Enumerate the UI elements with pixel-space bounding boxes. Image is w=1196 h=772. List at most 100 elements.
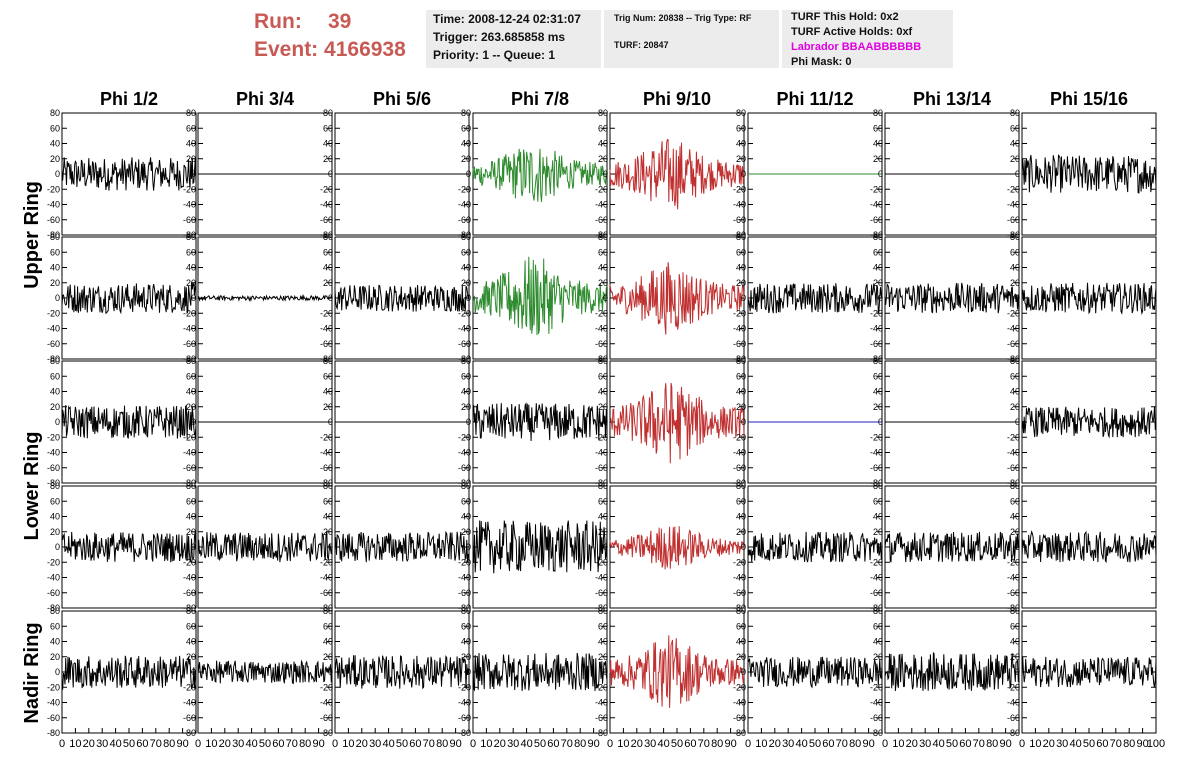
y-tick-label: -20	[595, 184, 608, 194]
y-tick-label: -20	[320, 184, 333, 194]
column-header: Phi 5/6	[373, 89, 431, 109]
turf-info-box: TURF This Hold: 0x2 TURF Active Holds: 0…	[782, 10, 953, 68]
y-tick-label: 80	[323, 108, 333, 118]
y-tick-label: -80	[870, 603, 883, 613]
y-tick-label: 0	[878, 542, 883, 552]
x-tick-label: 80	[711, 738, 723, 750]
waveform-panel: 80 60 40 20 0 -20 -40 -60 -80	[320, 232, 470, 364]
y-tick-label: -20	[870, 557, 883, 567]
priority-text: Priority: 1 -- Queue: 1	[433, 48, 556, 62]
y-tick-label: -20	[870, 184, 883, 194]
y-tick-label: -60	[320, 339, 333, 349]
y-tick-label: 40	[50, 139, 60, 149]
column-header: Phi 13/14	[913, 89, 991, 109]
waveform-panel: 80 60 40 20 0 -20 -40 -60 -80	[1007, 232, 1157, 364]
y-tick-label: 20	[323, 402, 333, 412]
waveform-panel: 80 60 40 20 0 -20 -40 -60 -80	[733, 232, 883, 364]
y-tick-label: 80	[1010, 356, 1020, 366]
y-tick-label: 20	[50, 278, 60, 288]
y-tick-label: 40	[323, 387, 333, 397]
y-tick-label: -60	[870, 215, 883, 225]
x-tick-label: 60	[547, 738, 559, 750]
y-tick-label: -20	[183, 184, 196, 194]
y-tick-label: 80	[186, 356, 196, 366]
y-tick-label: -60	[1007, 215, 1020, 225]
waveform-trace	[61, 655, 197, 691]
y-tick-label: -80	[320, 354, 333, 364]
y-tick-label: -80	[595, 728, 608, 738]
y-tick-label: 0	[191, 542, 196, 552]
x-tick-label: 0	[59, 738, 65, 750]
waveform-trace	[609, 262, 745, 335]
y-tick-label: 80	[50, 108, 60, 118]
y-tick-label: 0	[328, 293, 333, 303]
y-tick-label: -80	[733, 603, 746, 613]
y-tick-label: 60	[736, 621, 746, 631]
y-tick-label: 20	[873, 527, 883, 537]
y-tick-label: -40	[47, 698, 60, 708]
waveform-trace	[472, 520, 608, 574]
y-tick-label: 0	[1015, 293, 1020, 303]
waveform-trace	[884, 531, 1020, 563]
y-tick-label: -60	[183, 588, 196, 598]
y-tick-label: 40	[873, 139, 883, 149]
x-tick-label: 90	[999, 738, 1011, 750]
y-tick-label: 60	[598, 496, 608, 506]
y-tick-label: -20	[733, 682, 746, 692]
x-tick-label: 30	[232, 738, 244, 750]
y-tick-label: -20	[1007, 682, 1020, 692]
y-tick-label: 20	[186, 652, 196, 662]
y-tick-label: -40	[183, 573, 196, 583]
y-tick-label: 60	[323, 496, 333, 506]
y-tick-label: 20	[461, 278, 471, 288]
x-tick-label: 60	[684, 738, 696, 750]
waveform-trace	[334, 654, 470, 690]
y-tick-label: 80	[186, 606, 196, 616]
y-tick-label: 0	[878, 417, 883, 427]
x-tick-label: 0	[745, 738, 751, 750]
y-tick-label: 20	[50, 154, 60, 164]
y-tick-label: 20	[1010, 278, 1020, 288]
y-tick-label: 60	[461, 496, 471, 506]
y-tick-label: 60	[873, 247, 883, 257]
y-tick-label: 80	[186, 232, 196, 242]
waveform-trace	[747, 283, 883, 314]
y-tick-label: 60	[736, 371, 746, 381]
x-tick-label: 40	[932, 738, 944, 750]
y-tick-label: -40	[870, 200, 883, 210]
waveform-trace	[334, 284, 470, 312]
y-tick-label: -40	[320, 698, 333, 708]
waveform-panel: 80 60 40 20 0 -20 -40 -60 -80	[1007, 481, 1157, 613]
x-tick-label: 80	[299, 738, 311, 750]
waveform-trace	[61, 531, 197, 564]
y-tick-label: 0	[1015, 667, 1020, 677]
y-tick-label: 80	[323, 232, 333, 242]
y-tick-label: -80	[595, 478, 608, 488]
y-tick-label: -20	[458, 557, 471, 567]
y-tick-label: -20	[183, 308, 196, 318]
y-tick-label: -60	[47, 215, 60, 225]
x-tick-label: 60	[272, 738, 284, 750]
y-tick-label: 60	[323, 371, 333, 381]
y-tick-label: -20	[870, 308, 883, 318]
y-tick-label: -80	[183, 603, 196, 613]
waveform-panel: 80 60 40 20 0 -20 -40 -60 -80	[1007, 108, 1157, 240]
y-tick-label: 20	[186, 154, 196, 164]
y-tick-label: -60	[733, 215, 746, 225]
y-tick-label: -40	[320, 573, 333, 583]
panel-frame	[1021, 610, 1157, 734]
y-tick-label: -40	[595, 448, 608, 458]
y-tick-label: 40	[1010, 637, 1020, 647]
y-tick-label: -20	[47, 308, 60, 318]
y-tick-label: 60	[598, 621, 608, 631]
y-tick-label: -60	[47, 588, 60, 598]
y-tick-label: -60	[870, 463, 883, 473]
y-tick-label: 80	[461, 356, 471, 366]
x-tick-label: 70	[423, 738, 435, 750]
y-tick-label: -40	[320, 448, 333, 458]
y-tick-label: 80	[598, 232, 608, 242]
y-tick-label: -60	[458, 588, 471, 598]
x-tick-label: 50	[123, 738, 135, 750]
y-tick-label: -40	[733, 200, 746, 210]
y-tick-label: 40	[50, 263, 60, 273]
